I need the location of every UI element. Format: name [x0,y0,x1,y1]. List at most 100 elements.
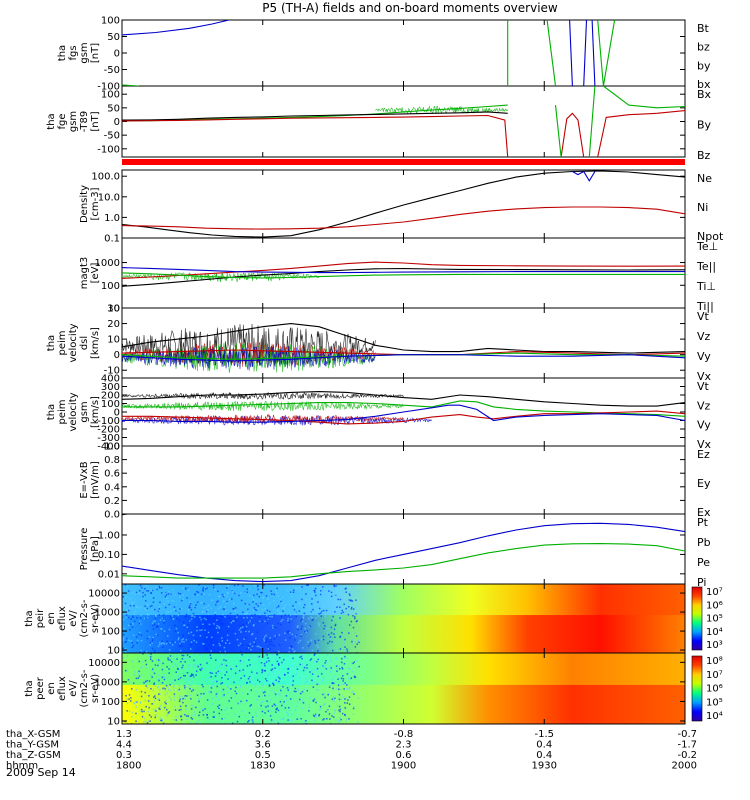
speckle [164,592,167,595]
speckle [177,612,179,614]
speckle [309,671,311,673]
speckle [144,699,147,702]
speckle [157,685,160,688]
speckle [195,722,198,724]
speckle [347,667,349,670]
speckle [294,590,296,592]
speckle [138,673,140,675]
speckle [182,634,184,637]
legend-entry: Pe [697,556,710,569]
y-tick-label: -300 [97,433,120,444]
speckle [273,638,276,640]
speckle [303,603,306,606]
speckle [338,721,341,723]
speckle [200,593,203,596]
speckle [240,700,242,703]
speckle [334,709,336,711]
speckle [237,644,240,647]
speckle [187,664,190,666]
speckle [357,721,359,723]
speckle [342,590,345,593]
speckle [306,605,309,608]
speckle [333,628,336,631]
speckle [131,626,134,629]
y-tick-label: 1000 [95,608,120,619]
speckle [162,722,165,724]
speckle [293,608,296,611]
speckle [167,635,169,637]
speckle [346,650,349,652]
speckle [122,618,125,621]
speckle [173,718,175,721]
speckle [182,701,184,704]
speckle [174,593,177,596]
speckle [160,642,163,645]
speckle [179,695,181,697]
speckle [209,670,212,673]
x-row-value: 1830 [250,761,275,772]
speckle [152,620,155,623]
speckle [142,653,144,655]
speckle [350,608,353,610]
speckle [261,608,264,611]
speckle [333,584,335,587]
speckle [162,616,165,619]
speckle [163,603,166,605]
speckle [277,595,280,597]
speckle [197,683,199,685]
speckle [295,601,297,603]
speckle [189,664,191,667]
speckle [298,589,301,591]
speckle [319,590,322,592]
speckle [246,665,249,667]
noise-band [122,391,404,400]
speckle [137,671,140,674]
speckle [339,606,341,608]
speckle [206,716,209,719]
speckle [280,718,283,720]
speckle [219,649,222,651]
speckle [154,614,157,616]
speckle [277,609,279,612]
y-axis-label: peim [57,399,68,424]
speckle [247,644,249,647]
speckle [203,607,205,609]
speckle [146,616,149,619]
y-tick-label: 400 [101,374,120,385]
speckle [314,640,316,642]
speckle [218,707,220,710]
speckle [195,670,198,672]
speckle [127,590,130,592]
speckle [261,620,263,623]
speckle [145,663,148,666]
speckle [218,627,221,629]
speckle [184,661,186,663]
speckle [132,660,134,663]
speckle [307,584,309,586]
speckle [159,693,161,695]
speckle [352,707,355,710]
speckle [253,641,255,643]
speckle [190,618,193,620]
speckle [246,682,248,684]
speckle [157,664,159,667]
speckle [155,633,158,636]
speckle [185,708,187,711]
y-axis-label: [km/s] [90,327,101,359]
speckle [168,603,171,606]
colorbar-tick: 10⁶ [706,600,723,611]
speckle [134,702,136,705]
speckle [317,622,320,624]
speckle [167,600,170,603]
speckle [316,644,318,647]
speckle [292,657,294,660]
speckle [194,651,197,653]
speckle [213,716,215,718]
speckle [155,708,157,711]
speckle [161,720,163,722]
speckle [330,591,333,594]
speckle [334,710,336,712]
speckle [353,616,356,618]
speckle [336,604,339,606]
x-row-value: -1.5 [534,729,554,740]
